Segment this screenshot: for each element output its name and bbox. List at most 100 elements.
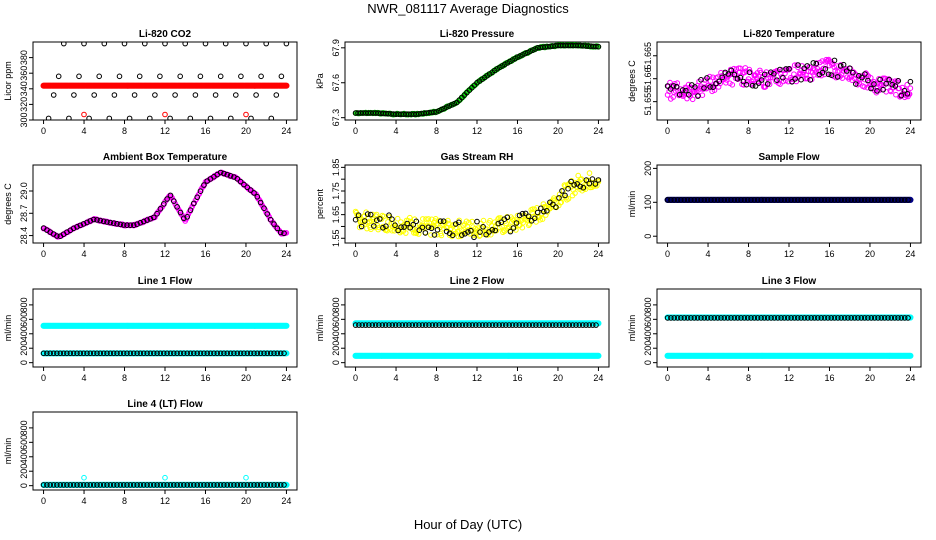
x-tick-label: 16 [200,126,210,136]
y-tick-label: 0 [19,483,29,488]
data-point [134,482,140,488]
data-point [110,220,117,226]
x-tick-label: 20 [553,373,563,383]
data-point [589,322,596,328]
data-point [379,322,386,328]
data-point [161,482,167,488]
y-tick-label: 600 [19,435,29,450]
y-tick-label: 600 [331,312,341,327]
data-point [54,350,60,357]
data-point [412,322,419,328]
data-point [534,209,541,216]
y-tick-label: 400 [331,326,341,341]
data-point [837,63,844,69]
series-2 [352,322,599,328]
data-point [840,61,847,68]
x-tick-label: 0 [41,373,46,383]
data-point [362,322,369,328]
data-point [846,65,853,71]
data-point [855,197,861,203]
data-point [396,322,402,328]
data-point [798,76,804,83]
y-tick-label: 360 [19,66,29,81]
data-point [251,350,257,357]
data-point [392,222,398,228]
data-point [277,350,284,357]
data-point [434,227,441,233]
data-point [542,44,549,50]
data-point [364,211,371,217]
data-point [810,60,817,66]
data-point [808,315,815,321]
data-point [880,86,886,93]
y-tick-label: 200 [643,161,653,176]
data-point [147,115,153,120]
data-point [134,350,140,357]
data-point [513,220,520,226]
y-axis-label: ml/min [315,315,325,342]
data-point [40,482,47,488]
data-point [271,221,277,227]
data-point [383,223,389,229]
data-point [585,43,592,49]
data-point [905,315,911,321]
data-point [550,201,556,208]
data-point [828,197,835,203]
data-point [126,115,133,120]
panel-9: Line 4 (LT) Flow 0 4 8 12 16 20 24 0 200400600800… [3,399,298,506]
data-point [369,322,376,328]
data-point [907,85,914,91]
data-point [865,197,871,203]
data-point [516,212,523,219]
data-point [227,173,234,179]
data-point [207,482,214,488]
data-point [754,197,761,203]
data-point [264,482,271,488]
x-tick-label: 8 [122,249,127,259]
data-point [352,216,359,223]
data-point [50,482,57,488]
data-point [874,88,880,94]
data-point [504,214,511,221]
x-tick-label: 24 [905,373,915,383]
y-axis-label: degrees C [627,60,637,102]
data-point [154,482,160,488]
data-point [813,60,820,67]
x-tick-label: 16 [512,373,522,383]
data-point [758,197,764,203]
data-point [380,225,386,231]
data-point [553,204,559,210]
data-point [495,220,502,227]
data-point [100,218,107,225]
data-point [197,73,204,80]
data-point [681,315,688,321]
series-1 [45,42,290,120]
data-point [695,93,701,99]
data-point [862,71,868,77]
data-point [452,322,459,328]
panel-title: Line 2 Flow [450,276,505,287]
series-1 [40,169,287,239]
data-point [795,197,801,203]
x-tick-label: 24 [281,373,291,383]
data-point [748,197,754,203]
panel-title: Li-820 CO2 [139,29,192,40]
data-point [364,225,370,232]
data-point [498,219,505,226]
data-point [825,197,831,203]
data-point [523,322,529,328]
data-point [217,73,224,80]
data-point [764,81,771,87]
data-point [171,198,177,204]
data-point [561,182,568,188]
data-point [768,197,774,203]
data-point [569,322,576,328]
data-point [358,223,365,230]
figure-title: NWR_081117 Average Diagnostics [367,1,569,16]
data-point [449,322,456,328]
data-point [162,474,168,481]
data-point [174,350,180,357]
data-point [691,197,698,203]
